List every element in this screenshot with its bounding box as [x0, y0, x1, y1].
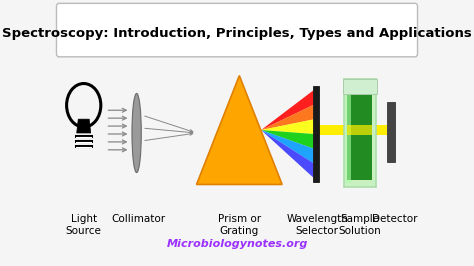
Polygon shape	[261, 90, 313, 130]
Text: Collimator: Collimator	[111, 214, 165, 224]
Polygon shape	[375, 125, 387, 135]
Ellipse shape	[132, 93, 141, 173]
Text: Microbiologynotes.org: Microbiologynotes.org	[166, 239, 308, 249]
Polygon shape	[319, 125, 345, 135]
Bar	[347, 125, 373, 135]
Bar	[387, 102, 395, 162]
Polygon shape	[261, 130, 313, 177]
Text: Spectroscopy: Introduction, Principles, Types and Applications: Spectroscopy: Introduction, Principles, …	[2, 27, 472, 40]
Bar	[65, 119, 102, 141]
Polygon shape	[77, 119, 91, 133]
Polygon shape	[261, 130, 313, 163]
FancyBboxPatch shape	[345, 78, 375, 188]
Polygon shape	[261, 130, 313, 148]
Text: Detector: Detector	[372, 214, 418, 224]
Text: Sample
Solution: Sample Solution	[338, 214, 381, 236]
Polygon shape	[261, 105, 313, 130]
FancyBboxPatch shape	[56, 3, 418, 57]
Text: Light
Source: Light Source	[66, 214, 101, 236]
Text: Prism or
Grating: Prism or Grating	[218, 214, 261, 236]
Polygon shape	[197, 76, 282, 184]
Bar	[347, 86, 373, 180]
Bar	[346, 82, 351, 184]
Bar	[343, 78, 377, 94]
Bar	[313, 85, 319, 182]
Polygon shape	[261, 119, 313, 134]
Text: Wavelength
Selector: Wavelength Selector	[286, 214, 348, 236]
